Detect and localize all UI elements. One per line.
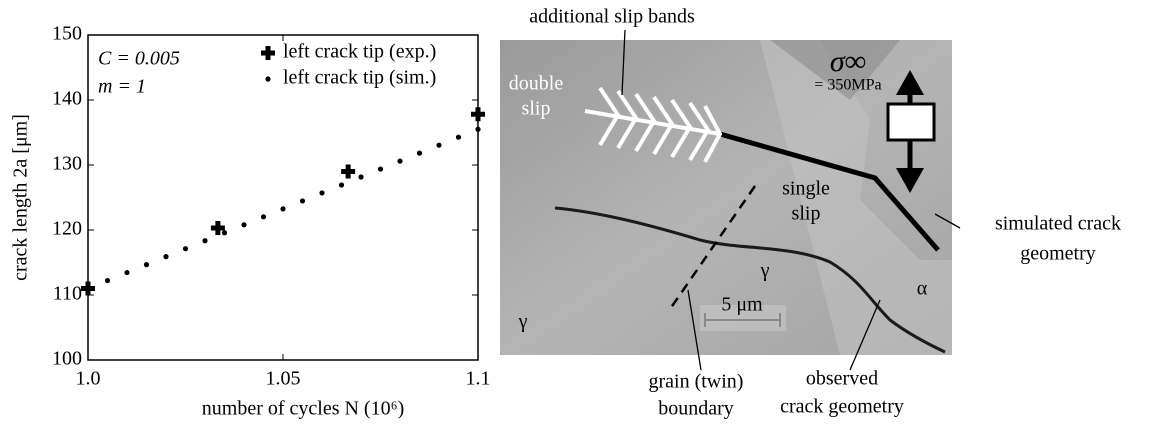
label: slip	[522, 98, 551, 120]
data-point	[358, 174, 363, 179]
data-point	[241, 222, 246, 227]
data-point	[417, 151, 422, 156]
data-point	[397, 159, 402, 164]
label: boundary	[658, 398, 734, 420]
label: γ	[518, 311, 528, 333]
annotation: C = 0.005	[98, 48, 180, 70]
data-point	[378, 166, 383, 171]
y-tick-label: 120	[52, 218, 82, 240]
label: observed	[806, 368, 878, 390]
data-point	[163, 254, 168, 259]
y-tick-label: 150	[52, 23, 82, 45]
data-point	[280, 206, 285, 211]
data-point	[319, 190, 324, 195]
x-tick-label: 1.05	[266, 368, 301, 390]
label: 5 μm	[721, 294, 763, 316]
label: grain (twin)	[649, 371, 744, 393]
data-point	[222, 230, 227, 235]
label: simulated crack	[995, 213, 1121, 235]
data-point	[471, 107, 485, 121]
label: additional slip bands	[529, 6, 695, 28]
x-axis-label: number of cycles N (10⁶)	[202, 398, 404, 420]
label: α	[917, 278, 928, 300]
label: slip	[792, 203, 821, 225]
label: geometry	[1020, 243, 1096, 265]
label: single	[782, 178, 830, 200]
data-point	[475, 127, 480, 132]
legend-marker	[265, 76, 270, 81]
y-tick-label: 140	[52, 88, 82, 110]
data-point	[456, 135, 461, 140]
legend-label: left crack tip (sim.)	[283, 67, 436, 89]
y-axis-label: crack length 2a [μm]	[10, 114, 32, 281]
data-point	[261, 214, 266, 219]
x-tick-label: 1.1	[466, 368, 491, 390]
micrograph: additional slip bands double slip σ∞ = 3…	[500, 6, 1121, 420]
label: = 350MPa	[814, 77, 881, 94]
data-point	[300, 198, 305, 203]
y-tick-label: 110	[53, 283, 82, 305]
label: σ∞	[830, 45, 866, 78]
data-point	[202, 238, 207, 243]
data-point	[105, 278, 110, 283]
specimen-box	[888, 104, 934, 140]
legend-label: left crack tip (exp.)	[283, 41, 436, 63]
label: double	[509, 73, 564, 95]
annotation: m = 1	[98, 76, 146, 98]
y-tick-label: 130	[52, 153, 82, 175]
figure: 100 110 120 130 140 150 1.0 1.05 1.1 number of cy…	[0, 0, 1152, 426]
y-tick-label: 100	[52, 348, 82, 370]
plot: 100 110 120 130 140 150 1.0 1.05 1.1 number of cy…	[10, 23, 491, 420]
data-point	[341, 165, 355, 179]
data-point	[85, 286, 90, 291]
label: γ	[760, 260, 770, 282]
legend-marker	[261, 46, 275, 60]
x-tick-label: 1.0	[76, 368, 101, 390]
data-point	[183, 246, 188, 251]
data-point	[436, 143, 441, 148]
data-point	[124, 270, 129, 275]
data-point	[144, 262, 149, 267]
data-point	[339, 182, 344, 187]
label: crack geometry	[780, 396, 904, 418]
